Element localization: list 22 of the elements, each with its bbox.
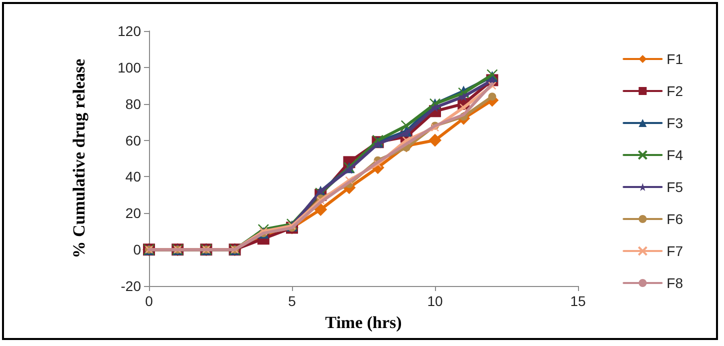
- y-tick-label: 80: [125, 96, 142, 112]
- x-axis-title: Time (hrs): [325, 313, 402, 332]
- y-tick-label: 100: [118, 59, 142, 76]
- legend-label: F7: [666, 243, 684, 259]
- legend-label: F3: [666, 115, 684, 131]
- x-tick-label: 0: [145, 293, 154, 309]
- legend-label: F2: [666, 83, 684, 99]
- y-tick-label: 40: [125, 168, 142, 185]
- y-tick-label: -20: [120, 278, 142, 294]
- legend-label: F6: [666, 211, 684, 227]
- x-tick-label: 5: [288, 293, 296, 309]
- x-tick-label: 15: [570, 293, 586, 309]
- y-axis-title: % Cumulative drug release: [70, 58, 88, 258]
- y-tick-label: 120: [118, 23, 142, 39]
- x-tick-label: 10: [427, 293, 443, 309]
- legend-label: F5: [666, 179, 684, 195]
- y-tick-label: 20: [125, 205, 142, 222]
- legend-label: F8: [666, 275, 684, 291]
- y-tick-label: 60: [125, 132, 142, 148]
- legend-label: F4: [666, 147, 684, 163]
- legend-label: F1: [666, 51, 684, 67]
- y-tick-label: 0: [133, 242, 142, 258]
